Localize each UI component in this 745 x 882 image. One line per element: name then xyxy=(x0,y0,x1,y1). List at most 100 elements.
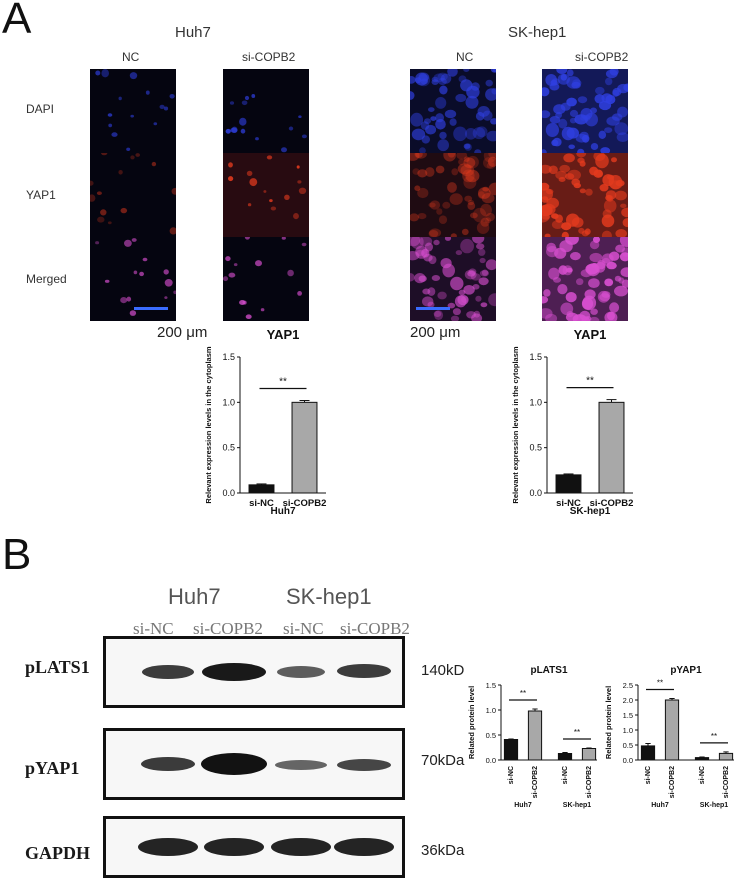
y-tick-label: 1.0 xyxy=(623,726,633,735)
protein-label-plats1: pLATS1 xyxy=(25,657,90,677)
bar xyxy=(557,753,573,761)
blot-header-skhep1: SK-hep1 xyxy=(286,584,372,609)
x-tick-label: si-NC xyxy=(562,766,569,784)
size-label-pyap1: 70kDa xyxy=(421,752,465,769)
bar xyxy=(640,745,656,761)
protein-label-gapdh: GAPDH xyxy=(25,843,90,863)
x-tick-label: si-NC xyxy=(249,498,274,509)
x-tick-label: si-NC xyxy=(645,766,652,784)
x-tick-label: si-COPB2 xyxy=(669,766,676,798)
y-tick-label: 2.5 xyxy=(623,681,633,690)
significance-marker: ** xyxy=(574,728,580,737)
y-axis-label: Relevant expression levels in the cytopl… xyxy=(511,346,520,503)
bar xyxy=(291,401,318,494)
bar xyxy=(694,757,710,761)
scale-bar-label: 200 μm xyxy=(410,324,461,341)
row-label-dapi: DAPI xyxy=(26,102,55,116)
y-tick-label: 1.0 xyxy=(529,397,542,407)
x-tick-label: si-COPB2 xyxy=(283,498,327,509)
x-tick-label: si-COPB2 xyxy=(586,766,593,798)
condition-label: si-COPB2 xyxy=(242,50,296,64)
blot-bands xyxy=(141,753,391,775)
microscopy-tile xyxy=(410,237,496,321)
panel-letter-a: A xyxy=(2,0,32,43)
plats1-chart: pLATS1 0.0 0.5 1.0 1.5 Related protein level s… xyxy=(467,665,597,809)
cell-line-label-skhep1: SK-hep1 xyxy=(508,24,567,41)
group-label: SK-hep1 xyxy=(700,802,729,809)
y-tick-label: 1.5 xyxy=(486,681,496,690)
microscopy-tile xyxy=(542,153,628,237)
microscopy-tile xyxy=(223,153,309,237)
x-tick-label: si-NC xyxy=(699,766,706,784)
x-axis-label: Huh7 xyxy=(271,506,296,517)
microscopy-tile xyxy=(542,69,628,153)
scale-bar-label: 200 μm xyxy=(157,324,208,341)
lane-label: si-NC xyxy=(283,619,324,638)
blot-header-huh7: Huh7 xyxy=(168,584,221,609)
blot-pyap1 xyxy=(103,728,405,800)
chart-title: pYAP1 xyxy=(670,665,702,676)
yap1-huh7-chart: YAP1 0.0 0.5 1.0 1.5 Relevant expression leve… xyxy=(204,327,327,517)
size-label-plats1: 140kD xyxy=(421,662,465,679)
x-tick-label: si-NC xyxy=(508,766,515,784)
bar xyxy=(581,748,597,761)
chart-title: pLATS1 xyxy=(530,665,567,676)
y-tick-label: 0.5 xyxy=(222,443,235,453)
condition-label: si-COPB2 xyxy=(575,50,629,64)
yap1-skhep1-chart: YAP1 0.0 0.5 1.0 1.5 Relevant expression leve… xyxy=(511,327,634,517)
lane-label: si-COPB2 xyxy=(193,619,263,638)
y-axis-label: Relevant expression levels in the cytopl… xyxy=(204,346,213,503)
microscopy-tile xyxy=(542,237,628,321)
size-label-gapdh: 36kDa xyxy=(421,842,465,859)
y-tick-label: 0.0 xyxy=(623,756,633,765)
scale-bar xyxy=(134,307,168,310)
x-tick-label: si-COPB2 xyxy=(532,766,539,798)
row-label-yap1: YAP1 xyxy=(26,188,56,202)
significance-marker: ** xyxy=(279,377,287,388)
y-tick-label: 0.5 xyxy=(623,741,633,750)
y-tick-label: 1.5 xyxy=(222,352,235,362)
x-tick-label: si-NC xyxy=(556,498,581,509)
y-tick-label: 2.0 xyxy=(623,696,633,705)
y-tick-label: 0.0 xyxy=(529,488,542,498)
blot-plats1 xyxy=(103,636,405,708)
significance-marker: ** xyxy=(520,689,526,698)
significance-marker: ** xyxy=(657,679,663,688)
lane-label: si-COPB2 xyxy=(340,619,410,638)
y-tick-label: 0.5 xyxy=(529,443,542,453)
chart-title: YAP1 xyxy=(574,327,607,342)
microscopy-tile xyxy=(90,69,176,153)
y-tick-label: 1.0 xyxy=(222,397,235,407)
bar xyxy=(503,739,519,761)
y-tick-label: 0.0 xyxy=(222,488,235,498)
panel-letter-b: B xyxy=(2,530,32,579)
significance-marker: ** xyxy=(586,376,594,387)
y-axis-label: Related protein level xyxy=(604,686,613,759)
lane-label: si-NC xyxy=(133,619,174,638)
y-axis-label: Related protein level xyxy=(467,686,476,759)
y-tick-label: 1.0 xyxy=(486,706,496,715)
microscopy-tile xyxy=(223,237,309,321)
x-tick-label: si-COPB2 xyxy=(590,498,634,509)
y-tick-label: 0.5 xyxy=(486,731,496,740)
scale-bar xyxy=(416,307,450,310)
significance-marker: ** xyxy=(711,732,717,741)
chart-title: YAP1 xyxy=(267,327,300,342)
bar xyxy=(527,710,543,761)
bar xyxy=(598,401,625,494)
microscopy-tile xyxy=(410,69,496,153)
x-axis-label: SK-hep1 xyxy=(570,506,611,517)
cell-line-label-huh7: Huh7 xyxy=(175,24,211,41)
group-label: Huh7 xyxy=(651,802,669,809)
x-tick-label: si-COPB2 xyxy=(723,766,730,798)
group-label: SK-hep1 xyxy=(563,802,592,809)
y-tick-label: 1.5 xyxy=(623,711,633,720)
condition-label: NC xyxy=(456,50,474,64)
bar xyxy=(718,752,734,761)
y-tick-label: 0.0 xyxy=(486,756,496,765)
pyap1-chart: pYAP1 0.0 0.5 1.0 1.5 2.0 2.5 Related protein l… xyxy=(604,665,734,809)
microscopy-tile xyxy=(223,69,309,153)
group-label: Huh7 xyxy=(514,802,532,809)
blot-gapdh xyxy=(103,816,405,878)
protein-label-pyap1: pYAP1 xyxy=(25,758,80,778)
